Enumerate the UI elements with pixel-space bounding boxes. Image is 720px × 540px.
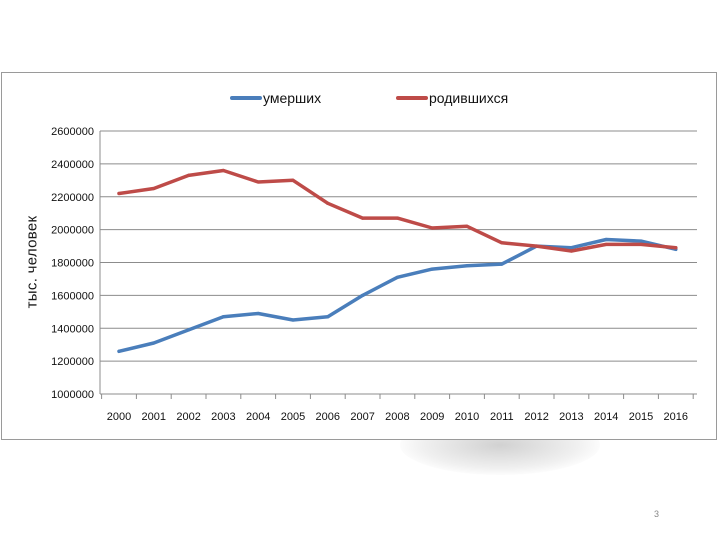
chart-frame	[1, 72, 717, 440]
data-point-deaths-2015	[639, 239, 643, 243]
x-tick-label-2005: 2005	[281, 411, 305, 423]
x-tick-label-2012: 2012	[524, 411, 548, 423]
data-point-deaths-2004	[256, 311, 260, 316]
data-point-births-2001	[152, 186, 156, 191]
page-number: 3	[654, 509, 660, 519]
y-tick-label: 1800000	[51, 258, 94, 270]
data-point-births-2005	[291, 178, 295, 182]
x-tick-label-2009: 2009	[420, 411, 444, 423]
data-point-deaths-2011	[500, 262, 504, 266]
data-point-births-2009	[430, 226, 434, 230]
data-point-births-2008	[395, 216, 399, 220]
data-point-births-2014	[604, 242, 608, 247]
data-point-births-2007	[361, 216, 365, 220]
data-point-births-2004	[256, 180, 260, 184]
data-point-deaths-2010	[465, 264, 469, 268]
chart-axes: 1000000 1200000 1400000 1600000 1800000 20000…	[51, 126, 697, 423]
x-tick-label-2013: 2013	[559, 411, 583, 423]
data-point-deaths-2007	[361, 293, 365, 297]
data-point-deaths-2014	[604, 237, 608, 242]
y-tick-label: 1000000	[51, 389, 94, 401]
x-tick-label-2002: 2002	[176, 411, 200, 423]
x-tick-label-2011: 2011	[490, 411, 514, 423]
data-point-births-2002	[187, 173, 191, 177]
x-tick-label-2008: 2008	[385, 411, 409, 423]
data-point-births-2016	[674, 246, 678, 250]
chart-series	[117, 168, 678, 354]
x-tick-label-2016: 2016	[664, 411, 688, 423]
x-tick-label-2010: 2010	[455, 411, 479, 423]
data-point-deaths-2003	[221, 315, 225, 319]
x-tick-label-2003: 2003	[211, 411, 235, 423]
data-point-deaths-2002	[187, 328, 191, 332]
y-tick-label: 2200000	[51, 192, 94, 204]
x-tick-label-2014: 2014	[594, 411, 618, 423]
data-point-deaths-2005	[291, 318, 295, 322]
legend-label-deaths: умерших	[263, 90, 321, 106]
chart-gridlines	[100, 130, 697, 395]
y-tick-label: 1600000	[51, 290, 94, 302]
data-point-deaths-2008	[395, 275, 399, 279]
y-tick-label: 1400000	[51, 323, 94, 335]
data-point-births-2006	[326, 201, 330, 205]
data-point-deaths-2006	[326, 315, 330, 319]
x-tick-label-2000: 2000	[107, 411, 131, 423]
data-point-deaths-2013	[569, 246, 574, 250]
data-point-deaths-2000	[117, 349, 121, 353]
y-tick-label: 2000000	[51, 225, 94, 237]
y-tick-label: 2600000	[51, 126, 94, 138]
x-tick-label-2006: 2006	[316, 411, 340, 423]
data-point-births-2015	[639, 242, 643, 247]
data-point-deaths-2009	[430, 267, 434, 271]
data-point-births-2003	[221, 168, 225, 173]
data-point-deaths-2001	[152, 341, 156, 345]
y-axis-title: тыс. человек	[23, 215, 41, 309]
data-point-births-2000	[117, 191, 121, 196]
y-tick-label: 1200000	[51, 356, 94, 368]
data-point-births-2010	[465, 224, 469, 228]
data-point-births-2011	[500, 241, 504, 245]
x-tick-label-2004: 2004	[246, 411, 270, 423]
data-point-births-2012	[535, 244, 539, 248]
data-point-births-2013	[569, 249, 574, 253]
y-tick-label: 2400000	[51, 159, 94, 171]
chart-legend: умерших родившихся	[230, 90, 508, 106]
x-tick-label-2001: 2001	[142, 411, 166, 423]
x-tick-label-2007: 2007	[350, 411, 374, 423]
legend-label-births: родившихся	[429, 90, 508, 106]
series-line-births	[117, 168, 678, 253]
x-tick-label-2015: 2015	[629, 411, 653, 423]
